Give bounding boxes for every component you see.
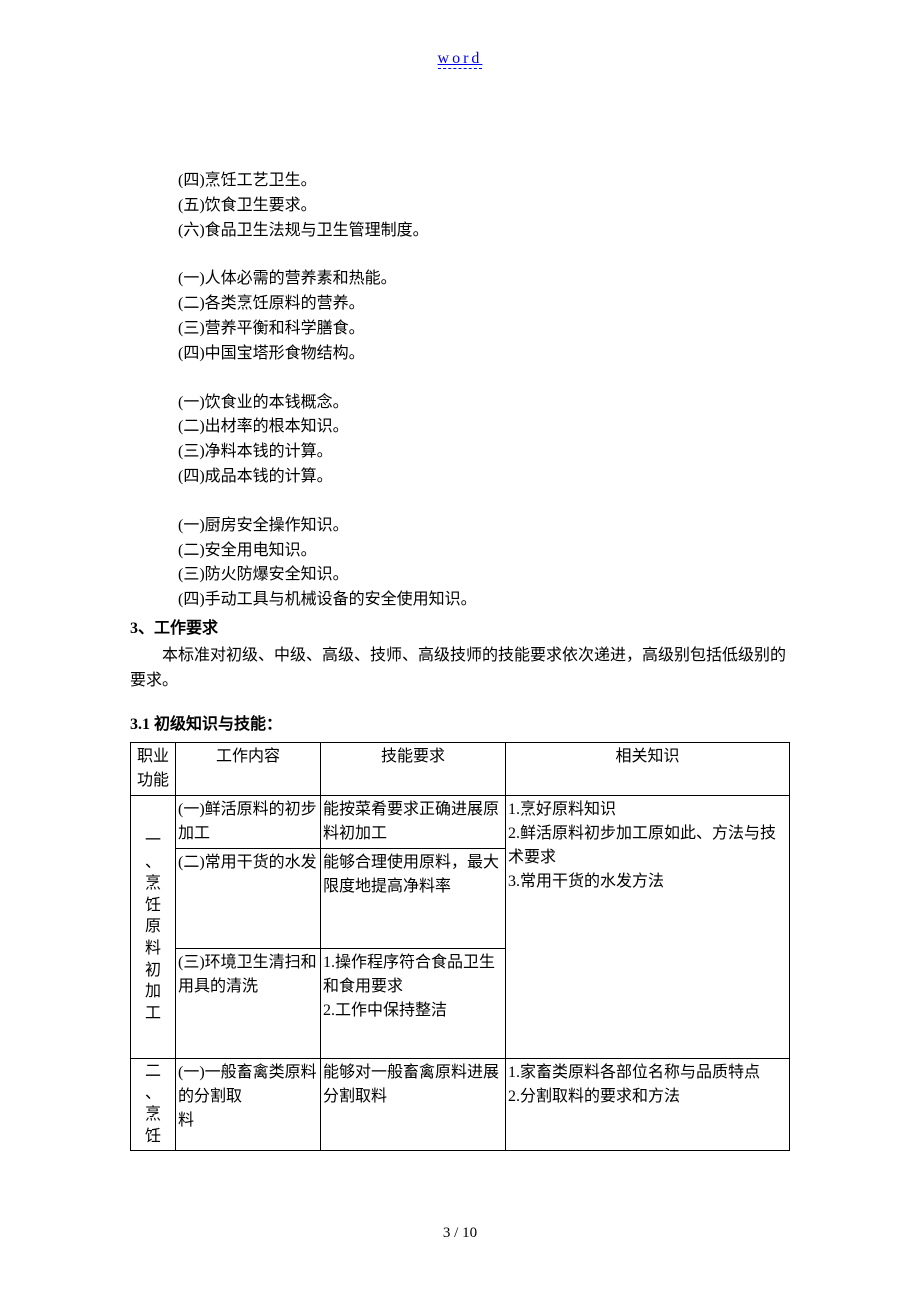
header-link[interactable]: word: [438, 50, 483, 69]
list-block-1: (四)烹饪工艺卫生。 (五)饮食卫生要求。 (六)食品卫生法规与卫生管理制度。: [178, 169, 790, 243]
work-cell: (一)鲜活原料的初步加工: [176, 796, 321, 849]
func-2-label: 二、烹饪: [133, 1061, 173, 1147]
table-row: 一、烹饪原料初加工 (一)鲜活原料的初步加工 能按菜肴要求正确进展原料初加工 1…: [131, 796, 790, 849]
section-3-title: 3、工作要求: [130, 617, 790, 642]
skills-table: 职业功能 工作内容 技能要求 相关知识 一、烹饪原料初加工 (一)鲜活原料的初步…: [130, 742, 790, 1150]
table-header-row: 职业功能 工作内容 技能要求 相关知识: [131, 743, 790, 796]
th-know: 相关知识: [506, 743, 790, 796]
list-item: (四)烹饪工艺卫生。: [178, 169, 790, 194]
table-row: 二、烹饪 (一)一般畜禽类原料的分割取 料 能够对一般畜禽原料进展分割取料 1.…: [131, 1059, 790, 1150]
skill-cell: 能够对一般畜禽原料进展分割取料: [321, 1059, 506, 1150]
list-item: (六)食品卫生法规与卫生管理制度。: [178, 219, 790, 244]
list-item: (二)出材率的根本知识。: [178, 415, 790, 440]
list-item: (一)饮食业的本钱概念。: [178, 391, 790, 416]
func-cell-1: 一、烹饪原料初加工: [131, 796, 176, 1059]
section-3-body: 本标准对初级、中级、高级、技师、高级技师的技能要求依次递进，高级别包括低级别的要…: [130, 644, 790, 694]
list-block-4: (一)厨房安全操作知识。 (二)安全用电知识。 (三)防火防爆安全知识。 (四)…: [178, 514, 790, 613]
list-item: (四)中国宝塔形食物结构。: [178, 342, 790, 367]
list-block-3: (一)饮食业的本钱概念。 (二)出材率的根本知识。 (三)净料本钱的计算。 (四…: [178, 391, 790, 490]
skill-cell: 能够合理使用原料，最大限度地提高净料率: [321, 849, 506, 949]
list-item: (四)手动工具与机械设备的安全使用知识。: [178, 588, 790, 613]
func-cell-2: 二、烹饪: [131, 1059, 176, 1150]
list-item: (二)各类烹饪原料的营养。: [178, 292, 790, 317]
work-cell: (二)常用干货的水发: [176, 849, 321, 949]
document-body: (四)烹饪工艺卫生。 (五)饮食卫生要求。 (六)食品卫生法规与卫生管理制度。 …: [130, 169, 790, 1151]
list-item: (三)净料本钱的计算。: [178, 440, 790, 465]
list-item: (四)成品本钱的计算。: [178, 465, 790, 490]
know-cell: 1.烹好原料知识 2.鲜活原料初步加工原如此、方法与技术要求 3.常用干货的水发…: [506, 796, 790, 1059]
skill-cell: 1.操作程序符合食品卫生和食用要求 2.工作中保持整洁: [321, 949, 506, 1059]
work-cell: (三)环境卫生清扫和用具的清洗: [176, 949, 321, 1059]
section-3-1-title: 3.1 初级知识与技能：: [130, 713, 790, 738]
th-skill: 技能要求: [321, 743, 506, 796]
work-cell: (一)一般畜禽类原料的分割取 料: [176, 1059, 321, 1150]
know-cell: 1.家畜类原料各部位名称与品质特点 2.分割取料的要求和方法: [506, 1059, 790, 1150]
list-item: (一)厨房安全操作知识。: [178, 514, 790, 539]
page-number: 3 / 10: [0, 1225, 920, 1242]
th-func: 职业功能: [131, 743, 176, 796]
list-item: (五)饮食卫生要求。: [178, 194, 790, 219]
skill-cell: 能按菜肴要求正确进展原料初加工: [321, 796, 506, 849]
func-1-label: 一、烹饪原料初加工: [133, 830, 173, 1024]
list-item: (三)营养平衡和科学膳食。: [178, 317, 790, 342]
list-item: (一)人体必需的营养素和热能。: [178, 267, 790, 292]
th-work: 工作内容: [176, 743, 321, 796]
list-item: (三)防火防爆安全知识。: [178, 563, 790, 588]
list-block-2: (一)人体必需的营养素和热能。 (二)各类烹饪原料的营养。 (三)营养平衡和科学…: [178, 267, 790, 366]
list-item: (二)安全用电知识。: [178, 539, 790, 564]
